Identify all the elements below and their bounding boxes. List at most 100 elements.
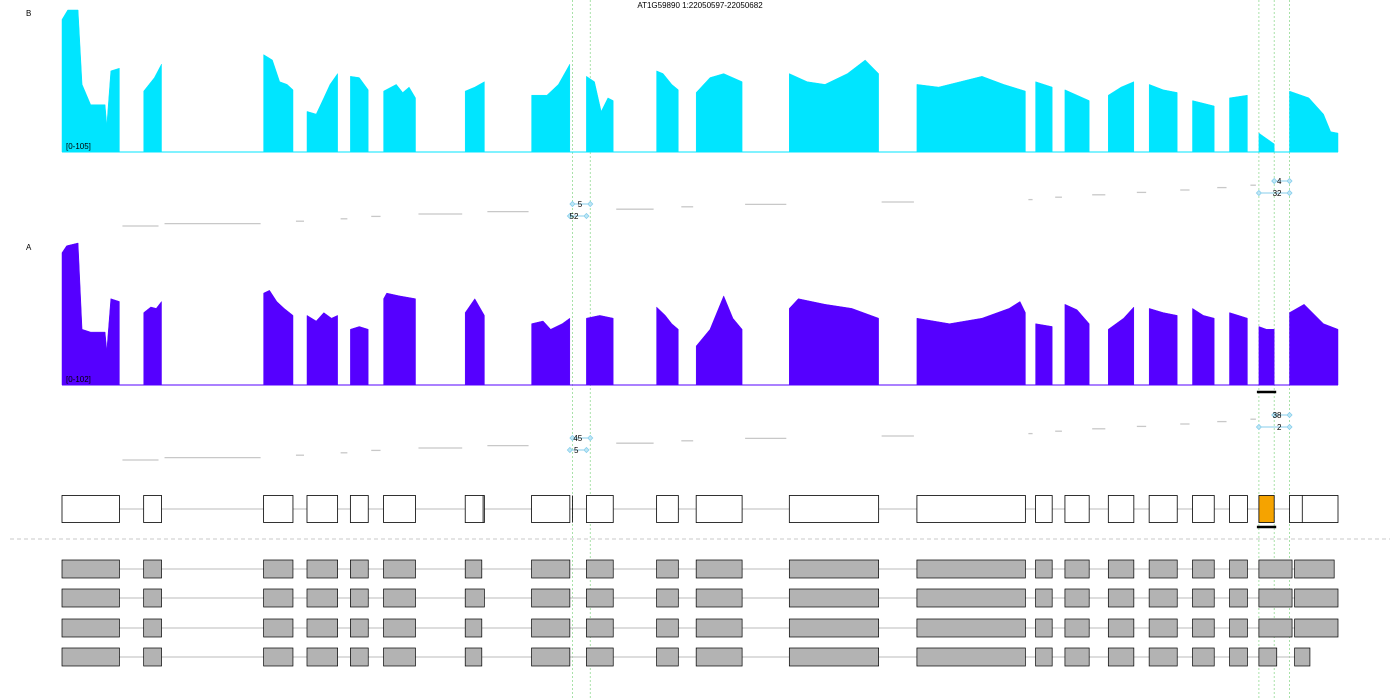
junction-short-2: 38	[1271, 411, 1293, 420]
junction-start-marker	[1271, 411, 1278, 419]
gene-exon-10	[695, 495, 743, 523]
junction-short-3: 32	[1255, 189, 1293, 198]
isoform-exon-8	[586, 647, 614, 667]
isoform-exon-3	[306, 618, 338, 638]
coverage-segment-8	[586, 315, 614, 386]
gene-exon-17	[1192, 495, 1215, 523]
coverage-segment-9	[656, 70, 679, 153]
coverage-segment-14	[1064, 89, 1090, 153]
isoform-exon-18	[1229, 647, 1248, 667]
junction-end-marker	[1286, 189, 1293, 197]
coverage-segment-9	[656, 306, 679, 386]
coverage-segment-13	[1035, 323, 1053, 386]
isoform-exon-1	[143, 618, 162, 638]
isoform-exon-7	[531, 647, 571, 667]
track-range-label: [0-102]	[66, 375, 91, 384]
coverage-segment-3	[306, 312, 338, 386]
isoform-exon-17	[1192, 618, 1215, 638]
junction-start-marker	[1255, 423, 1262, 431]
coverage-segment-18	[1229, 312, 1248, 386]
isoform-exon-12	[916, 618, 1026, 638]
junction-start-marker	[569, 434, 576, 442]
isoform-exon-16	[1148, 647, 1178, 667]
isoform-exon-18	[1229, 559, 1248, 579]
isoform-exon-1	[143, 647, 162, 667]
isoform-exon-16	[1148, 618, 1178, 638]
junction-end-marker	[583, 446, 590, 454]
isoform-exon-0	[61, 588, 120, 608]
gene-exon-16	[1148, 495, 1178, 523]
isoform-exon-3	[306, 559, 338, 579]
isoform-exon-14	[1064, 559, 1090, 579]
isoform-exon-0	[61, 647, 120, 667]
isoform-exon-19	[1258, 559, 1293, 579]
junction-short-0: 5	[569, 200, 594, 209]
gene-exon-1	[143, 495, 162, 523]
junction-short-3: 2	[1255, 423, 1293, 432]
isoform-exon-20	[1294, 618, 1339, 638]
coverage-segment-4	[350, 326, 369, 386]
coverage-tracks: B [0-105] 5 52 4 32 A [0-102] 45 5 38 2	[26, 9, 1339, 529]
isoform-exon-14	[1064, 618, 1090, 638]
isoform-exon-10	[695, 647, 743, 667]
isoform-exon-14	[1064, 588, 1090, 608]
isoform-exon-10	[695, 618, 743, 638]
junction-start-marker	[1255, 189, 1262, 197]
junction-count-label: 38	[1273, 411, 1282, 420]
isoform-exon-0	[61, 618, 120, 638]
coverage-segment-4	[350, 76, 369, 153]
isoform-exon-11	[788, 647, 879, 667]
coverage-segment-0	[61, 9, 120, 153]
coverage-segment-14	[1064, 303, 1090, 386]
coverage-segment-5	[383, 292, 416, 386]
junction-start-marker	[1271, 177, 1278, 185]
junction-start-marker	[566, 446, 573, 454]
isoform-exon-6	[464, 618, 483, 638]
coverage-segment-20	[1289, 90, 1339, 153]
coverage-segment-16	[1148, 308, 1178, 386]
coverage-segment-8	[586, 75, 614, 153]
coverage-segment-18	[1229, 94, 1248, 153]
coverage-segment-10	[695, 73, 743, 153]
junction-short-0: 45	[569, 434, 594, 443]
isoform-exon-11	[788, 618, 879, 638]
gene-exon-14	[1064, 495, 1090, 523]
isoform-exon-9	[656, 647, 679, 667]
isoform-exon-18	[1229, 618, 1248, 638]
isoform-models	[61, 559, 1339, 667]
isoform-exon-2	[263, 618, 294, 638]
junction-count-label: 45	[573, 434, 582, 443]
coverage-segment-15	[1108, 306, 1135, 386]
isoform-exon-4	[350, 588, 369, 608]
coverage-segment-5	[383, 84, 416, 153]
junction-count-label: 5	[578, 200, 583, 209]
coverage-segment-19	[1258, 326, 1275, 386]
isoform-exon-14	[1064, 647, 1090, 667]
isoform-exon-6	[464, 559, 483, 579]
junction-short-1: 52	[566, 212, 590, 221]
isoform-exon-16	[1148, 588, 1178, 608]
isoform-exon-7	[531, 588, 571, 608]
isoform-exon-4	[350, 559, 369, 579]
coverage-segment-3	[306, 72, 338, 153]
coverage-segment-2	[263, 289, 294, 386]
gene-exon-3	[306, 495, 339, 523]
isoform-exon-15	[1107, 559, 1135, 579]
track-A: A [0-102] 45 5 38 2	[26, 242, 1339, 461]
isoform-exon-17	[1192, 588, 1215, 608]
isoform-exon-6	[464, 647, 483, 667]
isoform-exon-9	[656, 618, 679, 638]
junction-end-marker	[1286, 177, 1293, 185]
isoform-exon-3	[306, 647, 338, 667]
coverage-segment-12	[916, 76, 1026, 153]
isoform-exon-17	[1192, 647, 1215, 667]
isoform-exon-1	[143, 588, 162, 608]
junction-short-2: 4	[1271, 177, 1293, 186]
isoform-exon-20	[1294, 559, 1335, 579]
coverage-segment-11	[789, 298, 879, 386]
isoform-exon-9	[656, 559, 679, 579]
isoform-exon-11	[788, 559, 879, 579]
coverage-segment-7	[531, 317, 571, 386]
isoform-exon-8	[586, 559, 614, 579]
coverage-segment-20	[1289, 303, 1339, 386]
